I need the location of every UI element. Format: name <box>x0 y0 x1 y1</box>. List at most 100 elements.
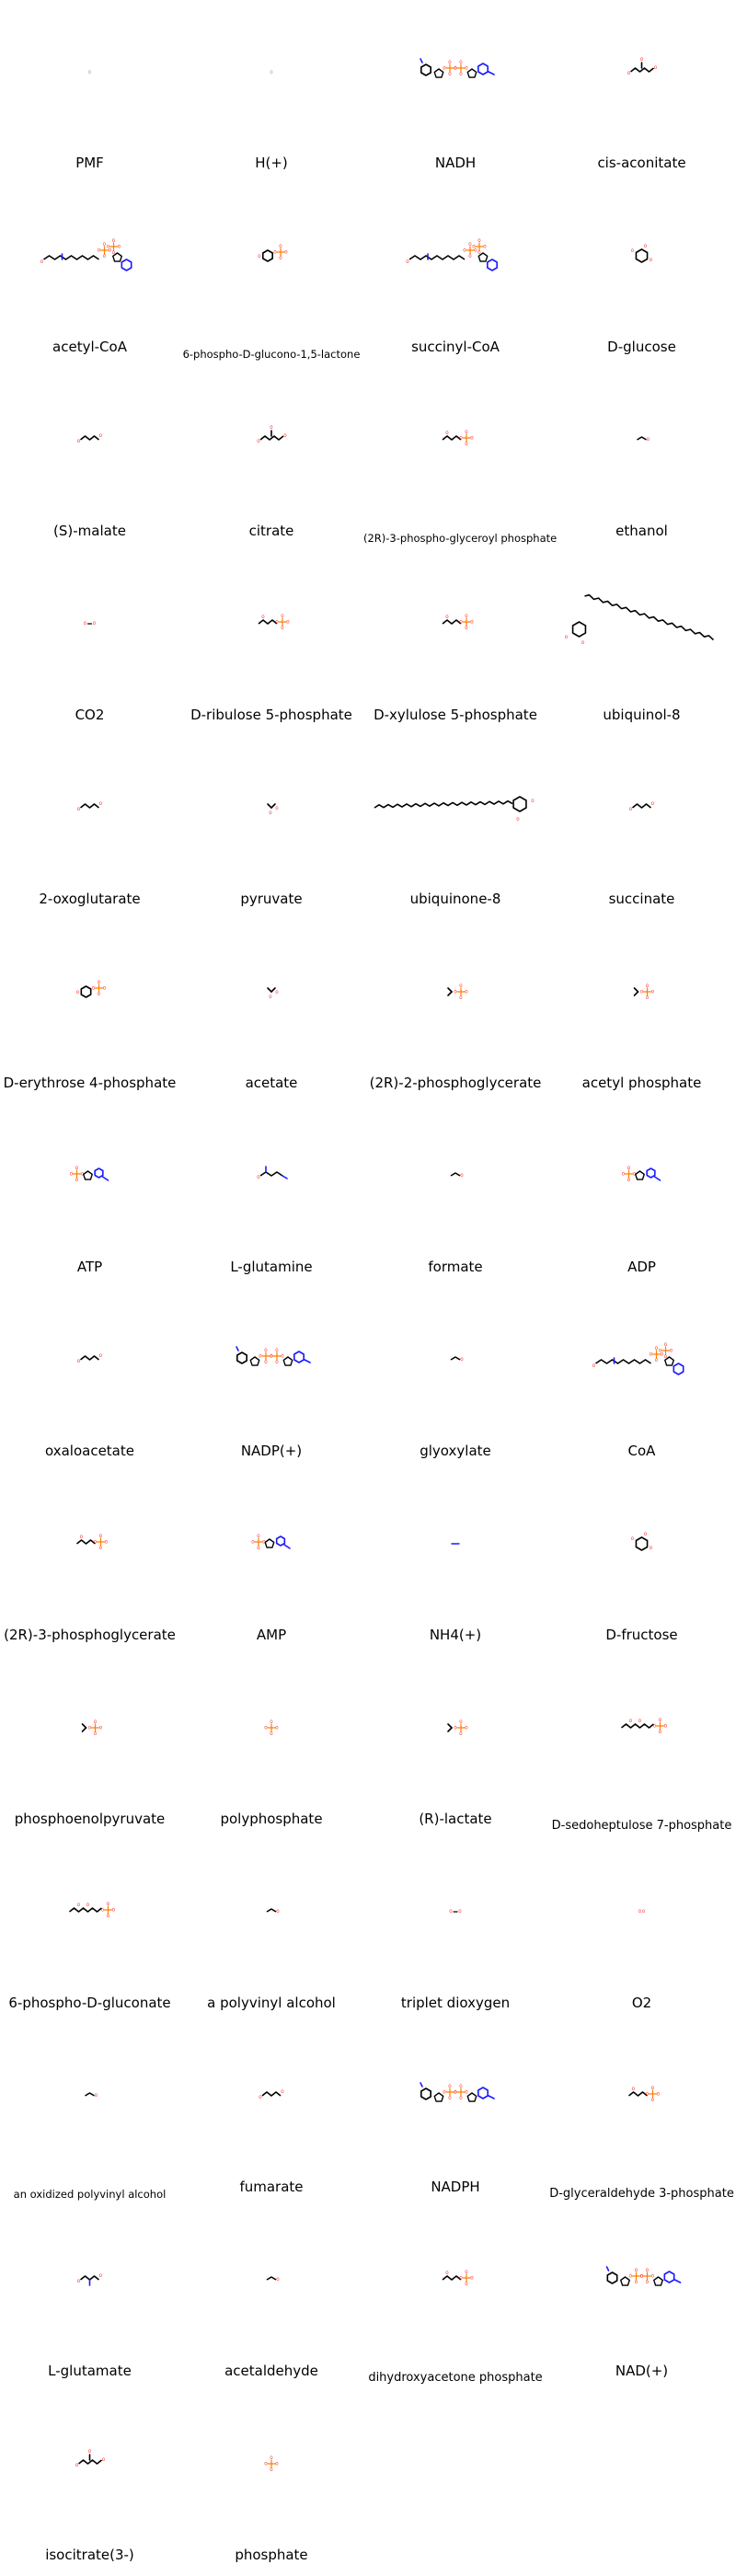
compound-label: CoA <box>627 1443 656 1459</box>
compound-label: fumarate <box>239 2179 304 2195</box>
svg-text:O: O <box>635 2280 638 2284</box>
compound-label: 6-phospho-D-glucono-1,5-lactone <box>182 348 361 361</box>
compound-cell-r-lactate: O O O O (R)-lactate <box>363 1656 547 1840</box>
svg-text:O: O <box>406 259 408 264</box>
svg-text:O: O <box>275 806 278 811</box>
svg-text:O: O <box>270 1731 272 1736</box>
svg-text:O: O <box>270 2467 272 2472</box>
svg-text:O: O <box>262 1540 265 1545</box>
svg-text:O: O <box>284 250 287 255</box>
svg-text:O: O <box>107 245 109 249</box>
svg-text:O: O <box>655 1358 658 1363</box>
svg-text:O: O <box>655 1346 658 1351</box>
svg-text:O: O <box>279 256 282 260</box>
svg-text:O: O <box>465 2270 467 2274</box>
svg-text:O: O <box>454 66 456 71</box>
svg-text:O: O <box>640 2274 643 2279</box>
svg-text:O: O <box>40 259 43 264</box>
svg-text:O: O <box>650 258 652 262</box>
svg-text:O: O <box>463 248 466 253</box>
svg-text:O: O <box>654 65 657 70</box>
compound-label: O2 <box>631 1995 652 2011</box>
svg-text:O: O <box>646 2268 649 2272</box>
structure-pyruvate: OO <box>267 803 279 815</box>
structure-l-glutamate: OO <box>77 2273 102 2286</box>
structure-atp: O OOO <box>70 1166 109 1182</box>
compound-label: acetaldehyde <box>224 2363 318 2379</box>
svg-text:O: O <box>261 615 264 619</box>
svg-text:O: O <box>465 1726 467 1731</box>
compound-cell-d-erythrose-4-phosphate: O O O O O D-erythrose 4-phosphate <box>0 920 179 1104</box>
compound-label: H(+) <box>255 155 288 171</box>
svg-text:O: O <box>273 250 276 255</box>
svg-text:O: O <box>275 1348 278 1352</box>
compound-cell-nadp: O O O O O O O O NADP(+) <box>179 1288 363 1472</box>
compound-cell-nadh: O O O O O O O O NADH <box>363 0 547 184</box>
svg-text:O: O <box>449 1909 452 1914</box>
svg-text:O: O <box>94 1719 97 1724</box>
svg-text:O: O <box>112 250 115 255</box>
svg-text:O: O <box>443 66 445 71</box>
compound-cell-o2: O O O2 <box>547 1840 736 2024</box>
svg-text:O: O <box>77 2279 80 2283</box>
svg-text:O: O <box>99 1353 102 1358</box>
svg-text:O: O <box>257 1175 259 1179</box>
structure-h: O <box>270 70 272 75</box>
svg-text:O: O <box>646 995 649 1000</box>
structure-l-glutamine: O <box>257 1166 288 1179</box>
svg-text:O: O <box>465 2090 467 2095</box>
svg-text:O: O <box>258 254 260 259</box>
svg-text:O: O <box>281 614 283 618</box>
compound-cell-d-xylulose-5-phosphate: O O O O O D-xylulose 5-phosphate <box>363 552 547 736</box>
svg-text:O: O <box>81 1172 84 1177</box>
svg-text:O: O <box>644 244 647 248</box>
structure-citrate: O O O <box>257 425 286 443</box>
compound-cell-h: O H(+) <box>179 0 363 184</box>
compound-cell-pmf: O PMF <box>0 0 179 184</box>
compound-cell-adp: O O O O ADP <box>547 1104 736 1288</box>
svg-text:O: O <box>107 1902 109 1906</box>
svg-text:O: O <box>459 620 462 625</box>
svg-text:O: O <box>459 1719 462 1724</box>
structure-phosphate: O OOO <box>264 2455 278 2472</box>
svg-text:O: O <box>101 1908 104 1913</box>
svg-text:O: O <box>270 2455 272 2460</box>
svg-text:O: O <box>88 2449 91 2454</box>
svg-text:O: O <box>75 2463 78 2467</box>
svg-text:O: O <box>270 1354 272 1359</box>
compound-cell-l-glutamate: O O L-glutamate <box>0 2208 179 2392</box>
compound-label: NADH <box>434 155 477 171</box>
compound-cell-d-glyceraldehyde-3-phosphate: O O O O O D-glyceraldehyde 3-phosphate <box>547 2024 736 2208</box>
svg-text:O: O <box>269 995 271 999</box>
svg-text:O: O <box>112 238 115 243</box>
svg-text:O: O <box>474 248 477 253</box>
compound-label: pyruvate <box>240 891 303 907</box>
compound-label: (2R)-3-phospho-glyceroyl phosphate <box>363 532 558 545</box>
structure-acetyl-phosphate: O OOO <box>633 983 654 1000</box>
compound-label: oxaloacetate <box>45 1443 134 1459</box>
svg-text:O: O <box>264 1726 267 1731</box>
compound-label: CO2 <box>75 707 105 723</box>
svg-text:O: O <box>664 1724 667 1729</box>
compound-cell-2r-3-phospho-glyceroyl-phosphate: O O O O O (2R)-3-phospho-glyceroyl phosphate <box>363 368 558 552</box>
svg-text:O: O <box>459 72 462 76</box>
compound-cell-coa: O O O O O O O O O CoA <box>547 1288 736 1472</box>
svg-text:O: O <box>88 70 91 75</box>
svg-text:O: O <box>275 1726 278 1731</box>
svg-text:O: O <box>531 799 534 803</box>
svg-text:O: O <box>638 1909 641 1914</box>
svg-text:O: O <box>77 1903 80 1907</box>
compound-label: AMP <box>256 1627 287 1643</box>
svg-text:O: O <box>465 990 467 995</box>
svg-text:O: O <box>76 990 79 995</box>
svg-text:O: O <box>109 248 111 253</box>
svg-text:O: O <box>459 436 462 441</box>
svg-text:O: O <box>102 2457 105 2462</box>
svg-text:O: O <box>644 1532 647 1536</box>
